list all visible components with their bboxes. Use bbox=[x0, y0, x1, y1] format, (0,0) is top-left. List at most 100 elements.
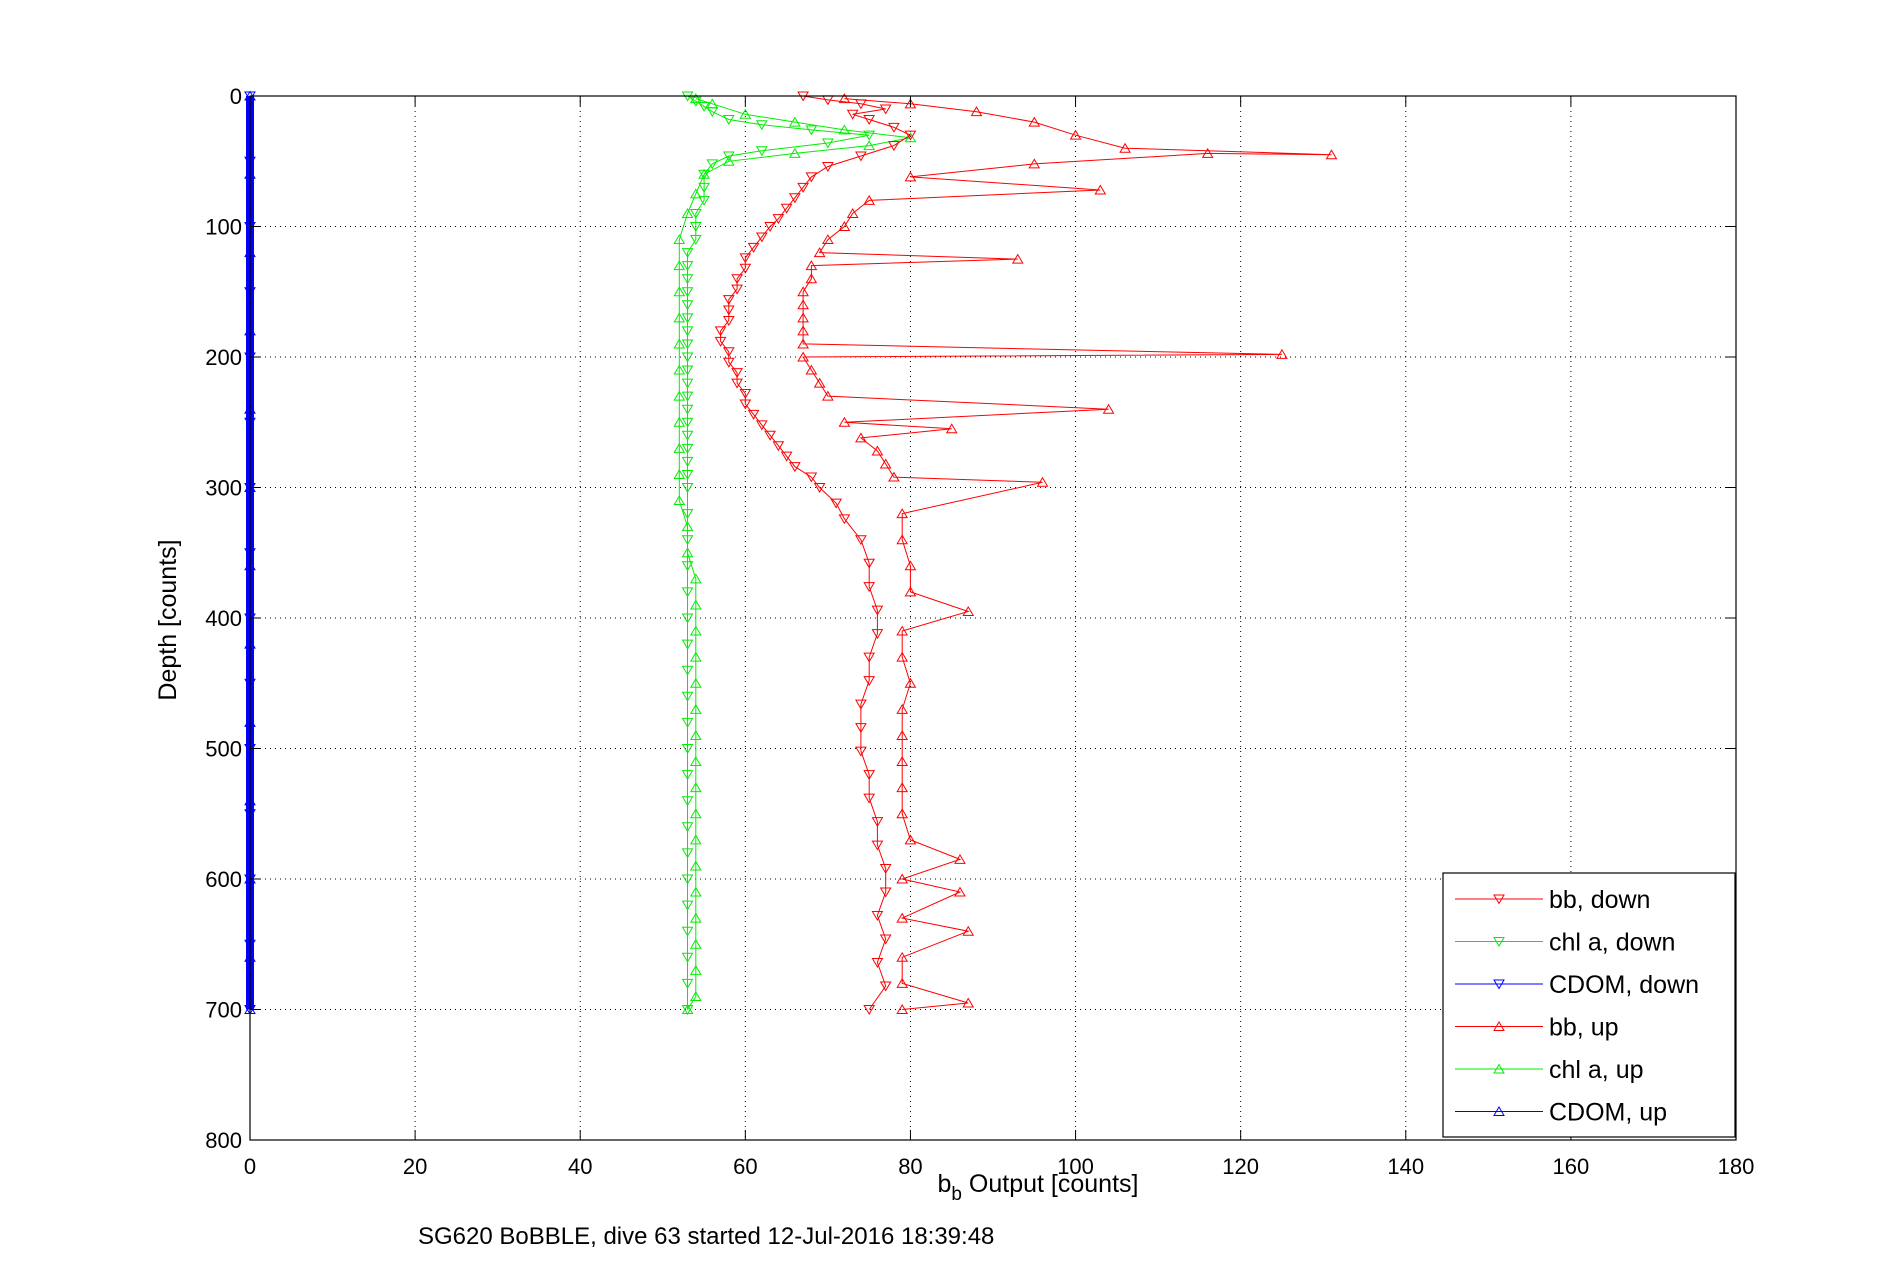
data-point bbox=[772, 214, 785, 225]
figure-caption: SG620 BoBBLE, dive 63 started 12-Jul-201… bbox=[418, 1223, 994, 1250]
data-point bbox=[1011, 253, 1024, 264]
data-point bbox=[714, 336, 727, 347]
data-point bbox=[855, 432, 867, 443]
data-point bbox=[797, 312, 809, 323]
legend-entry: chl a, up bbox=[1455, 1056, 1644, 1084]
data-point bbox=[689, 625, 702, 636]
data-point bbox=[698, 101, 710, 112]
data-point bbox=[755, 232, 768, 243]
data-point bbox=[896, 1004, 909, 1014]
data-point bbox=[822, 234, 834, 245]
data-point bbox=[689, 599, 702, 610]
data-point bbox=[879, 981, 892, 992]
data-point bbox=[797, 351, 809, 362]
legend-swatch-marker bbox=[1493, 937, 1505, 947]
data-point bbox=[764, 222, 776, 232]
data-point bbox=[681, 1004, 694, 1014]
data-point bbox=[863, 558, 876, 569]
legend-entry: CDOM, up bbox=[1455, 1099, 1667, 1127]
data-point bbox=[739, 263, 752, 274]
data-point bbox=[673, 416, 686, 427]
data-point bbox=[871, 911, 884, 922]
legend-label: CDOM, down bbox=[1549, 971, 1699, 999]
data-point bbox=[681, 639, 694, 650]
data-point bbox=[838, 416, 851, 427]
data-point bbox=[689, 222, 702, 232]
data-point bbox=[855, 535, 867, 546]
data-point bbox=[673, 495, 686, 506]
data-point bbox=[896, 508, 909, 519]
data-point bbox=[962, 605, 975, 616]
data-point bbox=[896, 651, 909, 662]
data-point bbox=[962, 997, 975, 1008]
data-point bbox=[863, 582, 876, 593]
data-point bbox=[673, 260, 686, 271]
data-point bbox=[904, 130, 917, 141]
data-point bbox=[772, 441, 785, 452]
data-point bbox=[681, 926, 694, 937]
data-point bbox=[879, 864, 892, 875]
data-point bbox=[855, 699, 867, 710]
x-tick-label: 180 bbox=[1718, 1154, 1755, 1179]
data-point bbox=[706, 159, 719, 170]
data-point bbox=[681, 900, 694, 911]
data-point bbox=[681, 613, 694, 624]
data-point bbox=[1028, 158, 1041, 169]
data-point bbox=[681, 365, 694, 376]
data-point bbox=[855, 151, 867, 162]
data-point bbox=[954, 886, 966, 897]
data-point bbox=[879, 458, 892, 469]
data-point bbox=[830, 498, 843, 509]
data-point bbox=[896, 782, 909, 793]
data-point bbox=[863, 130, 876, 141]
data-point bbox=[689, 964, 702, 975]
data-point bbox=[871, 840, 884, 851]
data-point bbox=[681, 587, 694, 598]
data-point bbox=[747, 242, 760, 253]
legend-label: bb, down bbox=[1549, 886, 1650, 914]
y-tick-label: 500 bbox=[205, 737, 242, 762]
x-tick-label: 40 bbox=[568, 1154, 592, 1179]
data-point bbox=[755, 146, 768, 157]
data-point bbox=[822, 138, 834, 149]
axes-frame bbox=[249, 95, 1737, 1141]
data-point bbox=[896, 912, 909, 923]
data-point bbox=[681, 313, 694, 324]
data-point bbox=[698, 195, 710, 206]
y-tick-label: 300 bbox=[205, 476, 242, 501]
data-point bbox=[805, 172, 818, 183]
data-point bbox=[739, 108, 752, 119]
data-point bbox=[904, 171, 917, 182]
data-point bbox=[797, 182, 809, 193]
data-point bbox=[805, 273, 818, 284]
data-point bbox=[805, 364, 818, 375]
data-point bbox=[871, 445, 884, 456]
data-point bbox=[879, 104, 892, 115]
data-point bbox=[673, 468, 686, 479]
legend-entry: bb, up bbox=[1455, 1014, 1619, 1042]
data-point bbox=[698, 182, 710, 193]
data-point bbox=[896, 625, 909, 636]
data-point bbox=[681, 952, 694, 963]
data-point bbox=[689, 912, 702, 923]
data-point bbox=[1201, 147, 1214, 158]
x-tick-label: 160 bbox=[1553, 1154, 1590, 1179]
data-point bbox=[945, 423, 958, 434]
data-point bbox=[689, 96, 702, 107]
data-point bbox=[871, 629, 884, 640]
data-point bbox=[681, 561, 694, 572]
data-point bbox=[896, 977, 909, 988]
y-tick-labels: 0 100 200 300 400 500 600 700 800 bbox=[205, 84, 242, 1153]
data-point bbox=[681, 430, 694, 441]
data-point bbox=[689, 886, 702, 897]
data-point bbox=[739, 389, 752, 400]
data-point bbox=[731, 368, 743, 379]
data-point bbox=[780, 451, 793, 462]
series-chl-a-down bbox=[681, 91, 876, 1015]
data-point bbox=[747, 409, 760, 420]
data-point bbox=[788, 116, 801, 127]
data-point bbox=[813, 483, 826, 493]
data-point bbox=[681, 248, 694, 259]
data-point bbox=[896, 951, 909, 962]
